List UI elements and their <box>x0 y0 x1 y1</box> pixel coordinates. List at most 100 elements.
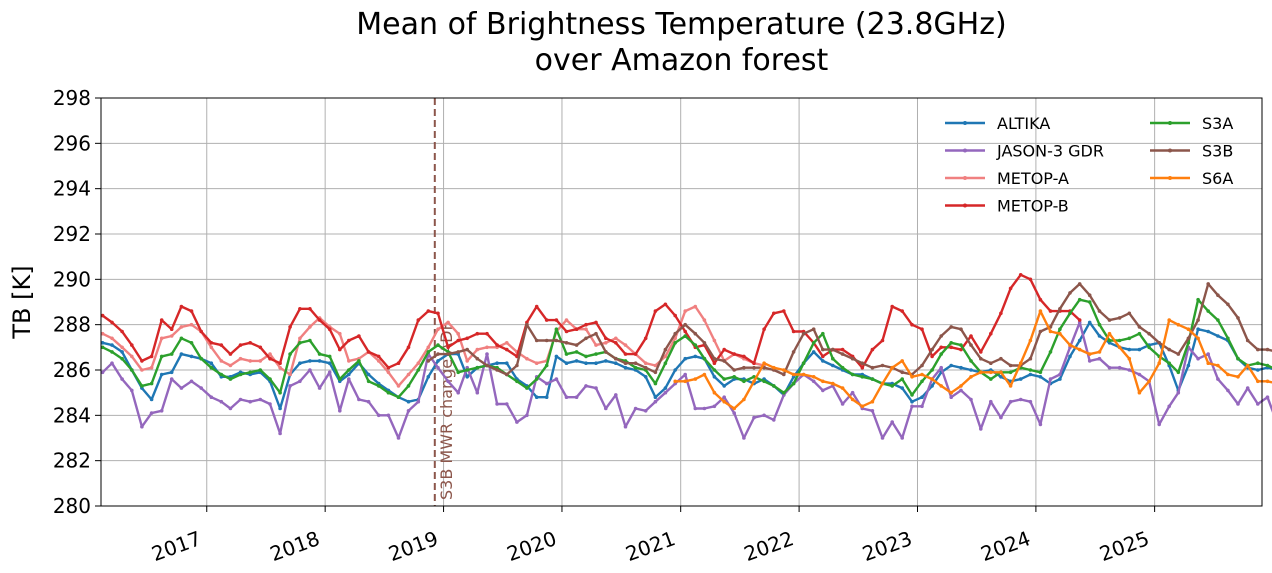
data-point <box>949 341 953 345</box>
data-point <box>920 379 924 384</box>
data-point <box>120 356 124 361</box>
data-point <box>1226 388 1230 393</box>
data-point <box>969 375 973 379</box>
data-point <box>1097 350 1102 354</box>
legend-entry: S3B <box>1150 142 1233 161</box>
data-point <box>574 359 579 363</box>
data-point <box>930 354 934 359</box>
data-point <box>1206 309 1210 313</box>
data-point <box>1137 390 1142 395</box>
data-point <box>831 347 835 352</box>
data-point <box>495 368 499 372</box>
data-point <box>969 397 973 402</box>
data-point <box>1167 361 1171 366</box>
data-point <box>1008 384 1013 388</box>
data-point <box>811 379 816 384</box>
data-point <box>920 395 924 400</box>
data-point <box>584 336 588 341</box>
data-point <box>939 334 943 338</box>
data-point <box>140 384 144 388</box>
data-point <box>584 384 588 388</box>
data-point <box>693 377 698 381</box>
data-point <box>475 347 480 352</box>
data-point <box>1186 336 1191 341</box>
data-point <box>248 399 252 404</box>
data-point <box>446 345 450 350</box>
x-tick-label: 2022 <box>741 526 797 566</box>
data-point <box>100 313 105 318</box>
data-point <box>456 331 461 336</box>
data-point <box>949 390 953 395</box>
data-point <box>702 318 707 322</box>
x-tick-label: 2021 <box>622 526 678 566</box>
data-point <box>870 377 875 381</box>
data-point <box>278 390 282 395</box>
data-point <box>110 361 114 366</box>
data-point <box>1008 399 1013 404</box>
data-point <box>189 354 194 359</box>
data-point <box>722 377 726 381</box>
data-point <box>475 365 480 370</box>
data-point <box>949 325 953 329</box>
data-point <box>1196 327 1200 332</box>
data-point <box>1226 372 1230 377</box>
data-point <box>811 350 816 354</box>
data-point <box>1038 370 1043 375</box>
data-point <box>693 343 698 347</box>
data-point <box>663 302 668 307</box>
data-point <box>1176 352 1181 356</box>
legend-label: S3A <box>1202 114 1233 133</box>
data-point <box>791 329 796 334</box>
data-point <box>683 356 687 361</box>
data-point <box>1127 347 1132 352</box>
data-point <box>722 399 726 404</box>
data-point <box>1077 297 1082 302</box>
data-point <box>930 384 934 388</box>
data-point <box>1038 309 1043 313</box>
data-point <box>643 409 648 413</box>
data-point <box>782 309 786 313</box>
data-point <box>1087 352 1092 356</box>
data-point <box>840 386 845 390</box>
data-point <box>169 334 174 338</box>
data-point <box>288 325 292 329</box>
data-point <box>949 363 953 368</box>
data-point <box>604 341 608 345</box>
data-point <box>564 395 569 400</box>
data-point <box>238 397 243 402</box>
data-point <box>1245 363 1250 368</box>
data-point <box>614 341 618 345</box>
data-point <box>850 356 855 361</box>
axis-layer: 280 282 284 286 288 290 292 294 296 298 2017 2018 20… <box>53 86 1156 566</box>
data-point <box>338 409 342 413</box>
data-point <box>979 370 983 375</box>
data-point <box>199 386 203 390</box>
data-point <box>1176 370 1181 375</box>
data-point <box>821 331 825 336</box>
data-point <box>623 424 628 429</box>
data-point <box>643 365 648 370</box>
data-point <box>298 336 302 341</box>
data-point <box>633 406 638 411</box>
data-point <box>1137 372 1142 377</box>
data-point <box>159 372 164 377</box>
data-point <box>742 354 746 359</box>
data-point <box>564 361 569 366</box>
data-point <box>505 347 509 352</box>
data-point <box>683 372 687 377</box>
data-point <box>406 399 411 404</box>
data-point <box>801 361 806 366</box>
data-point <box>100 370 105 375</box>
data-point <box>1038 297 1043 302</box>
data-point <box>860 404 865 409</box>
legend: ALTIKA JASON-3 GDR METOP-A METOP-B S3A S3B S6A <box>945 114 1233 216</box>
series-s3a <box>100 297 1272 400</box>
data-point <box>327 361 332 366</box>
data-point <box>426 375 431 379</box>
y-tick-label: 288 <box>53 313 91 337</box>
data-point <box>722 347 726 352</box>
data-point <box>604 336 608 341</box>
data-point <box>1038 422 1043 427</box>
data-point <box>416 368 421 372</box>
data-point <box>683 329 687 334</box>
